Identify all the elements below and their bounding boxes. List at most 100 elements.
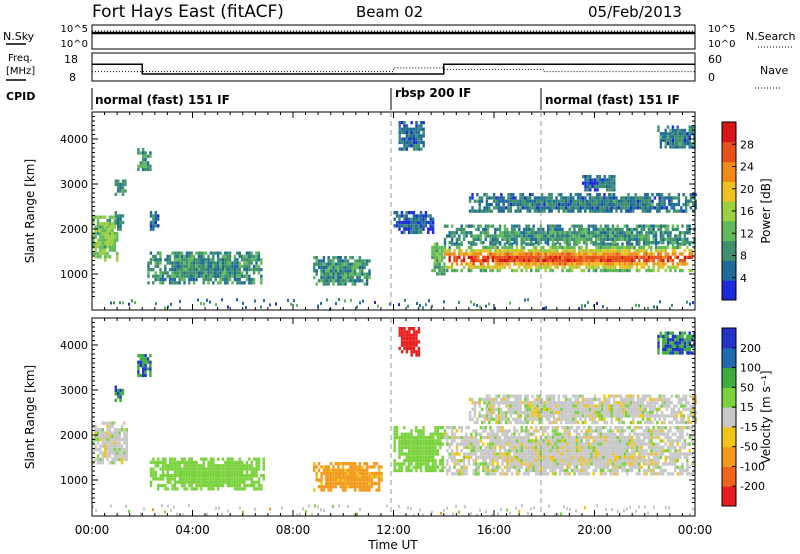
echo-cell [219,277,222,282]
echo-cell [515,234,519,238]
echo-cell [152,274,155,278]
echo-cell [351,269,354,273]
colorbar-swatch [722,280,736,301]
echo-cell [462,231,466,235]
echo-cell [424,459,428,463]
echo-cell [620,202,623,207]
echo-cell [563,252,567,256]
echo-cell [662,138,665,142]
echo-cell [195,474,198,478]
echo-cell [111,424,114,429]
echo-cell [599,432,603,436]
echo-cell [154,264,157,268]
echo-cell [484,426,487,430]
echo-cell [188,251,191,255]
echo-cell [393,468,396,473]
echo-cell [472,234,475,238]
echo-cell [630,259,634,263]
echo-cell [606,442,610,446]
echo-cell [510,245,514,250]
echo-cell [171,467,174,471]
echo-cell [518,435,521,440]
echo-cell [329,488,333,492]
echo-cell [611,459,615,463]
echo-cell [671,237,675,241]
echo-cell [183,274,186,278]
echo-cell [522,227,526,232]
echo-cell [419,214,423,218]
echo-cell [616,465,619,469]
echo-cell [515,435,519,440]
echo-cell [405,127,409,131]
echo-cell [253,487,256,491]
echo-cell [195,264,198,268]
echo-cell [465,472,468,476]
echo-cell [197,254,201,259]
echo-cell [433,249,436,253]
echo-cell [519,199,522,203]
echo-cell [606,237,610,241]
echo-cell [683,255,687,259]
echo-cell [508,231,511,235]
echo-cell [407,468,411,473]
echo-cell [578,265,581,269]
echo-cell [119,217,122,221]
echo-cell [185,261,189,265]
echo-cell [628,435,631,440]
echo-cell [597,245,600,250]
echo-cell [678,242,682,246]
echo-cell [549,224,552,228]
echo-cell [482,429,485,433]
echo-cell [455,442,459,446]
echo-cell [527,259,531,263]
echo-cell [611,268,615,273]
echo-cell [349,462,352,466]
echo-cell [315,475,318,479]
echo-cell [415,121,418,125]
echo-cell [582,465,586,469]
echo-cell [472,255,475,259]
echo-cell [358,275,362,280]
echo-cell [229,480,232,484]
echo-cell [99,255,102,259]
echo-cell [527,231,531,235]
echo-cell [205,457,208,461]
echo-cell [154,217,157,221]
echo-cell [446,442,449,446]
echo-cell [427,214,430,218]
echo-cell [561,442,564,446]
echo-cell [491,255,495,259]
echo-cell [176,281,179,285]
echo-cell [224,264,227,268]
echo-cell [106,238,109,242]
echo-cell [546,432,550,436]
echo-cell [436,449,440,453]
echo-cell [686,231,689,235]
echo-cell [618,435,622,440]
echo-cell [410,353,413,357]
echo-cell [470,241,473,245]
echo-cell [676,262,679,266]
echo-cell [322,488,326,492]
echo-cell [538,202,541,207]
echo-cell [202,464,205,468]
echo-cell [101,457,104,462]
echo-cell [566,455,569,459]
echo-cell [412,435,416,440]
echo-cell [602,252,605,256]
echo-cell [549,237,552,241]
echo-cell [257,483,261,488]
echo-cell [123,441,126,445]
echo-cell [236,264,239,268]
echo-cell [594,459,598,463]
echo-cell [185,251,189,255]
echo-cell [573,452,576,456]
echo-cell [209,460,213,465]
echo-cell [407,230,411,235]
echo-cell [313,488,316,492]
echo-cell [320,275,323,280]
echo-cell [488,302,490,306]
echo-cell [580,445,583,450]
echo-cell [506,249,509,253]
echo-cell [412,465,416,469]
